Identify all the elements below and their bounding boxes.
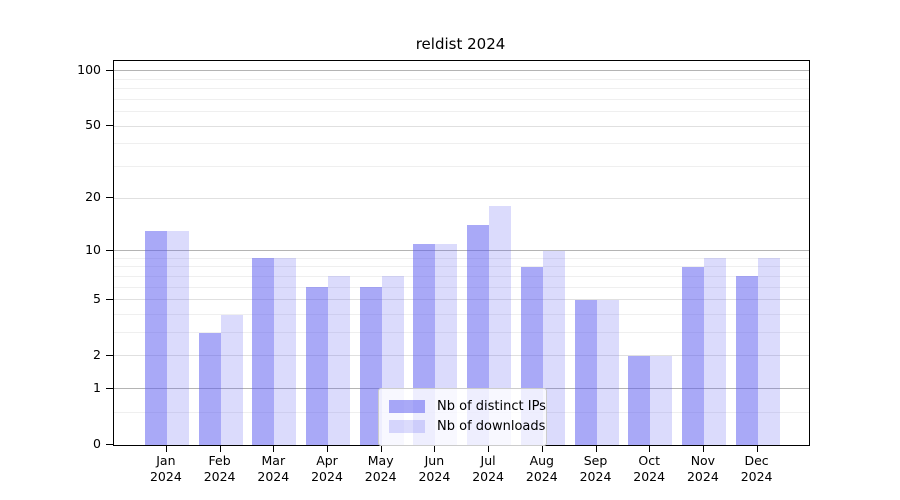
y-tick-100: [106, 69, 113, 71]
x-tick-label-jul: Jul 2024: [472, 453, 504, 484]
legend-label-downloads: Nb of downloads: [437, 419, 546, 434]
x-tick-label-dec: Dec 2024: [740, 453, 773, 484]
y-tick-label-50: 50: [85, 117, 101, 133]
y-tick-5: [106, 298, 113, 300]
gridline-y-10: [114, 250, 809, 252]
x-tick-label-mar: Mar 2024: [257, 453, 290, 484]
y-tick-label-100: 100: [77, 61, 101, 77]
x-tick-label-aug: Aug 2024: [525, 453, 558, 484]
bar-distinct-ips-nov: [681, 266, 704, 445]
legend: Nb of distinct IPs Nb of downloads: [378, 388, 547, 446]
gridline-y-50: [114, 125, 809, 127]
gridline-y-40: [114, 143, 809, 145]
x-tick-feb: [219, 445, 221, 452]
bar-downloads-feb: [220, 314, 243, 445]
bar-downloads-dec: [757, 258, 780, 445]
gridline-y-100: [114, 70, 809, 72]
bar-distinct-ips-mar: [252, 258, 275, 445]
y-tick-label-5: 5: [93, 290, 101, 306]
x-tick-label-jan: Jan 2024: [149, 453, 182, 484]
bar-distinct-ips-oct: [628, 355, 651, 445]
bar-distinct-ips-apr: [306, 287, 328, 445]
x-tick-label-may: May 2024: [364, 453, 397, 484]
x-tick-label-oct: Oct 2024: [633, 453, 666, 484]
y-tick-50: [106, 125, 113, 127]
gridline-y-3: [114, 332, 809, 334]
x-tick-oct: [649, 445, 651, 452]
legend-item-downloads: Nb of downloads: [389, 418, 545, 435]
y-tick-label-10: 10: [85, 241, 101, 257]
x-tick-label-nov: Nov 2024: [686, 453, 719, 484]
y-tick-label-2: 2: [93, 346, 101, 362]
gridline-y-9: [114, 257, 809, 259]
bar-distinct-ips-feb: [198, 332, 221, 445]
x-tick-jan: [165, 445, 167, 452]
gridline-y-6: [114, 286, 809, 288]
y-tick-label-1: 1: [93, 379, 101, 395]
bar-distinct-ips-jan: [144, 231, 167, 445]
x-tick-apr: [327, 445, 328, 452]
bar-distinct-ips-may: [359, 287, 382, 445]
bar-downloads-sep: [596, 299, 619, 445]
gridline-y-5: [114, 299, 809, 301]
chart-title: reldist 2024: [415, 35, 506, 53]
legend-item-distinct-ips: Nb of distinct IPs: [389, 398, 546, 415]
gridline-y-90: [114, 78, 809, 80]
y-tick-0: [106, 444, 113, 445]
gridline-y-2: [114, 355, 809, 357]
bar-downloads-oct: [650, 355, 673, 445]
x-tick-mar: [273, 445, 275, 452]
x-tick-label-apr: Apr 2024: [311, 453, 343, 484]
gridline-y-80: [114, 88, 809, 90]
bar-downloads-apr: [328, 276, 350, 445]
gridline-y-60: [114, 111, 809, 113]
y-tick-label-20: 20: [85, 189, 101, 205]
legend-swatch-distinct-ips: [389, 400, 425, 413]
x-tick-dec: [756, 445, 758, 452]
x-tick-sep: [595, 445, 597, 452]
x-tick-label-feb: Feb 2024: [203, 453, 236, 484]
y-tick-2: [106, 354, 113, 356]
y-tick-label-0: 0: [93, 436, 101, 451]
y-tick-10: [106, 249, 113, 251]
y-tick-20: [106, 197, 113, 199]
x-tick-label-jun: Jun 2024: [418, 453, 451, 484]
bar-distinct-ips-sep: [574, 299, 597, 445]
gridline-y-20: [114, 197, 809, 199]
x-tick-nov: [702, 445, 704, 452]
x-tick-may: [380, 445, 382, 452]
x-tick-jul: [488, 445, 490, 452]
bar-distinct-ips-dec: [735, 276, 758, 445]
gridline-y-70: [114, 98, 809, 100]
bar-downloads-nov: [703, 258, 726, 445]
legend-swatch-downloads: [389, 420, 425, 433]
bar-downloads-jul: [489, 206, 512, 445]
bar-downloads-aug: [542, 250, 565, 445]
y-tick-1: [106, 387, 113, 389]
bar-downloads-mar: [274, 258, 297, 445]
gridline-y-7: [114, 275, 809, 277]
x-tick-label-sep: Sep 2024: [579, 453, 612, 484]
x-tick-aug: [541, 445, 543, 452]
gridline-y-8: [114, 266, 809, 268]
gridline-y-30: [114, 166, 809, 168]
gridline-y-4: [114, 314, 809, 315]
x-tick-jun: [434, 445, 436, 452]
legend-label-distinct-ips: Nb of distinct IPs: [437, 399, 546, 414]
bar-downloads-jan: [166, 231, 189, 445]
